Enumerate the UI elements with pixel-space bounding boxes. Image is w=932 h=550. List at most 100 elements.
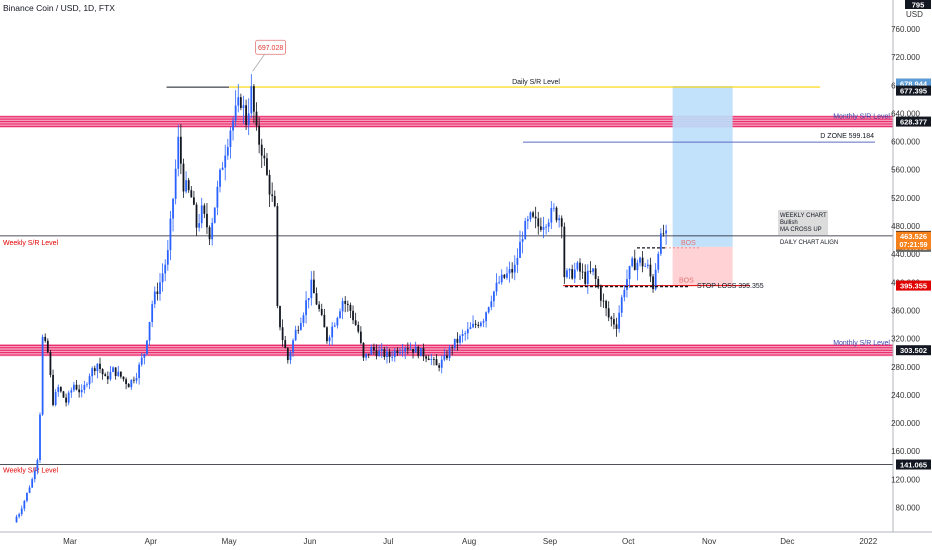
candle-body — [404, 348, 407, 352]
candle-body — [273, 196, 276, 207]
candle-body — [584, 271, 587, 284]
candle-body — [211, 222, 214, 240]
candle-body — [112, 367, 114, 372]
candle-body — [652, 276, 654, 290]
candle-body — [506, 273, 508, 278]
candle-body — [268, 174, 271, 195]
candle-body — [234, 105, 237, 121]
candle-body — [532, 212, 534, 217]
candle-body — [641, 257, 644, 267]
price-tick-label: 160.000 — [891, 447, 920, 456]
candle-body — [380, 349, 383, 351]
candle-body — [610, 317, 613, 320]
time-axis[interactable] — [0, 532, 932, 550]
bos-lower-label: BOS — [679, 278, 694, 285]
levels-layer: Daily S/R Level D ZONE 599.184 Weekly S/R … — [0, 79, 893, 475]
candle-body — [519, 241, 521, 258]
candle-body — [352, 310, 354, 321]
peak-label: 697.028 — [258, 45, 283, 52]
candle-body — [130, 379, 133, 388]
candle-body — [318, 304, 321, 309]
candle-body — [193, 197, 195, 205]
candle-body — [166, 250, 169, 265]
candle-body — [526, 219, 529, 222]
candle-body — [114, 367, 117, 376]
time-axis-label: Mar — [63, 537, 77, 546]
price-tick-label: 280.000 — [891, 363, 920, 372]
candle-body — [73, 384, 75, 391]
candle-body — [566, 270, 568, 278]
candle-body — [654, 269, 657, 290]
currency-label: USD — [906, 10, 923, 19]
candle-body — [560, 218, 563, 227]
candle-body — [80, 389, 83, 393]
candle-body — [216, 186, 219, 208]
candle-body — [333, 325, 336, 327]
candle-body — [18, 514, 21, 517]
candle-body — [151, 304, 154, 322]
price-tag — [896, 85, 931, 96]
candle-body — [294, 329, 297, 341]
current-price-tag — [896, 231, 931, 250]
candle-body — [49, 352, 52, 376]
price-tick-label: 80.000 — [896, 504, 921, 513]
candle-body — [435, 359, 438, 366]
candle-body — [23, 500, 26, 509]
candle-body — [409, 348, 412, 350]
candle-body — [412, 348, 414, 353]
candle-body — [451, 347, 454, 349]
candle-body — [456, 338, 459, 343]
price-tag-label: 303.502 — [900, 346, 927, 355]
candle-body — [461, 334, 464, 336]
candle-body — [159, 282, 161, 295]
candle-body — [657, 253, 660, 270]
candle-body — [101, 369, 104, 375]
price-tick-label: 320.000 — [891, 335, 920, 344]
price-tag-label: 395.355 — [900, 282, 927, 291]
price-tag — [896, 459, 931, 470]
candle-body — [346, 303, 349, 305]
candle-body — [59, 387, 62, 392]
candle-body — [586, 270, 589, 284]
weekly-chart-note — [778, 210, 828, 235]
candle-body — [86, 384, 88, 386]
candle-body — [281, 327, 284, 341]
candle-body — [143, 354, 146, 358]
candle-body — [106, 376, 109, 380]
candle-body — [362, 342, 365, 358]
candle-body — [359, 331, 362, 343]
candle-body — [83, 384, 86, 390]
candle-body — [545, 226, 547, 228]
candle-body — [125, 379, 127, 384]
candle-body — [15, 516, 18, 523]
time-axis-label: Nov — [702, 537, 716, 546]
price-tag — [896, 78, 931, 89]
candle-body — [623, 289, 626, 298]
candle-body — [203, 205, 206, 214]
candle-body — [607, 308, 610, 318]
candle-body — [78, 389, 81, 393]
price-tag-label: 141.065 — [900, 461, 927, 470]
candle-body — [117, 371, 120, 376]
d-zone-label: D ZONE 599.184 — [820, 133, 874, 140]
candle-body — [286, 348, 289, 361]
candle-body — [156, 291, 159, 295]
candle-body — [443, 355, 446, 360]
candle-body — [631, 258, 634, 267]
price-tag — [896, 116, 931, 127]
candle-body — [232, 120, 234, 131]
stop-loss-label: STOP LOSS 395.355 — [697, 283, 764, 290]
candle-body — [571, 269, 574, 279]
candle-body — [498, 282, 501, 284]
candle-body — [185, 180, 187, 192]
candle-body — [52, 375, 54, 405]
weekly-sr-label-mid: Weekly S/R Level — [3, 240, 59, 247]
bos-upper-label: BOS — [681, 240, 696, 247]
candle-body — [618, 312, 621, 329]
price-tick-label: 720.000 — [891, 53, 920, 62]
candle-body — [383, 349, 386, 357]
candle-body — [459, 335, 461, 343]
candle-body — [93, 368, 96, 372]
